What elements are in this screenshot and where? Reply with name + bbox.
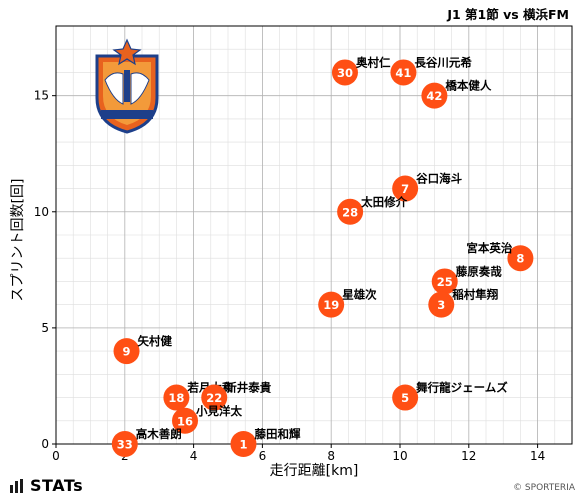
y-tick-label: 5 (41, 321, 49, 335)
stats-logo: STATs (10, 476, 83, 495)
data-point-number: 30 (337, 66, 353, 80)
data-point-marker (172, 407, 198, 434)
y-tick-label: 10 (34, 205, 49, 219)
stats-bars-icon (10, 478, 23, 493)
data-point-marker (201, 384, 228, 411)
data-point-number: 3 (437, 298, 445, 312)
plot-frame (55, 25, 573, 445)
data-point-marker (390, 59, 417, 86)
data-point-marker (507, 245, 534, 272)
x-tick-label: 12 (461, 449, 476, 463)
axes: 02468101214051015 (34, 25, 573, 463)
data-point-label: 矢村健 (138, 334, 173, 348)
data-point-label: 藤田和輝 (254, 427, 300, 441)
data-point-marker (163, 384, 190, 411)
data-point-number: 9 (123, 345, 131, 359)
data-point-label: 高木善朗 (136, 427, 182, 441)
x-tick-label: 0 (52, 449, 60, 463)
data-point-marker (421, 82, 448, 109)
data-point-marker (392, 384, 419, 411)
data-point-number: 5 (401, 391, 409, 405)
x-tick-label: 8 (327, 449, 335, 463)
data-point-number: 22 (206, 391, 222, 405)
data-point-number: 42 (426, 89, 442, 103)
x-tick-label: 10 (392, 449, 407, 463)
brand-name: STATs (30, 476, 84, 495)
data-point-label: 宮本英治 (466, 241, 512, 255)
data-point-label: 小見洋太 (195, 404, 242, 418)
x-axis-label: 走行距離[km] (270, 462, 359, 479)
data-point-number: 41 (395, 66, 411, 80)
team-logo (95, 38, 159, 134)
data-point-number: 1 (239, 438, 247, 452)
data-point-number: 25 (437, 275, 453, 289)
credit-text: © SPORTERIA (513, 483, 575, 493)
data-point-number: 16 (177, 414, 193, 428)
data-point-marker (392, 175, 419, 202)
x-tick-label: 14 (530, 449, 545, 463)
data-point-marker (230, 431, 257, 457)
x-tick-label: 4 (190, 449, 198, 463)
data-point-marker (111, 431, 138, 457)
data-point-marker (331, 59, 358, 86)
data-point-marker (428, 291, 455, 318)
data-point-marker (431, 268, 458, 295)
albirex-crest-icon (95, 38, 159, 134)
data-point-marker (318, 291, 345, 318)
data-point-number: 18 (168, 391, 184, 405)
data-point-label: 舞行龍ジェームズ (416, 381, 508, 395)
data-point-marker (113, 338, 140, 365)
data-point-label: 橋本健人 (445, 79, 491, 93)
y-tick-label: 0 (41, 437, 49, 451)
x-tick-label: 6 (259, 449, 267, 463)
data-point-number: 19 (323, 298, 339, 312)
data-point-marker (337, 198, 364, 225)
data-point-number: 8 (516, 252, 524, 266)
data-point-label: 太田修介 (360, 195, 407, 209)
data-point-label: 新井泰貴 (225, 381, 271, 395)
y-tick-label: 15 (34, 89, 49, 103)
data-point-label: 奥村仁 (355, 55, 391, 69)
data-point-label: 長谷川元希 (414, 55, 472, 69)
y-axis-label: スプリント回数[回] (10, 179, 26, 302)
data-point-label: 藤原奏哉 (456, 264, 502, 278)
chart-title: J1 第1節 vs 横浜FM (447, 7, 569, 22)
data-point-label: 星雄次 (342, 288, 377, 302)
data-point-number: 7 (401, 182, 409, 196)
data-point-label: 谷口海斗 (416, 172, 462, 186)
data-point-label: 稲村隼翔 (452, 288, 498, 302)
data-point-number: 33 (117, 438, 133, 452)
data-point-number: 28 (342, 205, 358, 219)
